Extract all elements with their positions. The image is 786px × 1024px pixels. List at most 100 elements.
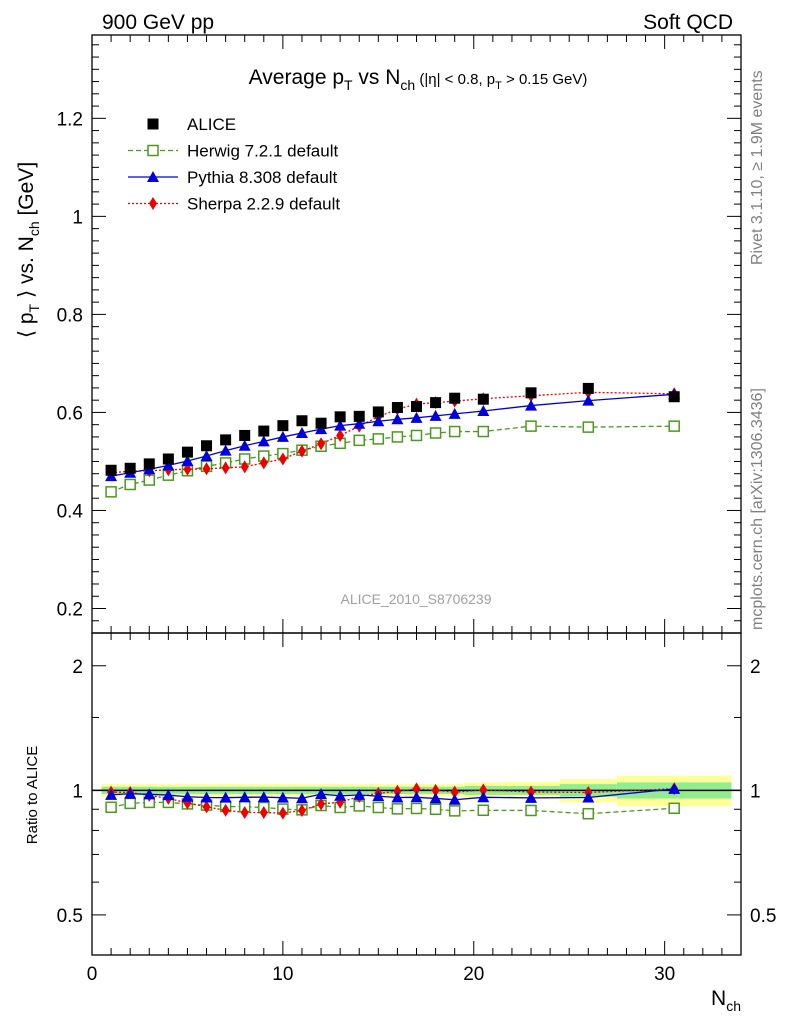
point-herwig-7-2-1-default — [448, 425, 461, 438]
ratio-point-sherpa-2-2-9-default — [317, 797, 326, 811]
rivet-label: Rivet 3.1.10, ≥ 1.9M events — [749, 70, 766, 265]
point-alice — [277, 420, 289, 432]
point-herwig-7-2-1-default — [410, 429, 423, 442]
analysis-watermark: ALICE_2010_S8706239 — [340, 591, 491, 607]
ratio-point-herwig-7-2-1-default — [582, 807, 595, 820]
ratio-point-pythia-8-308-default — [143, 788, 156, 800]
ratio-point-herwig-7-2-1-default — [429, 803, 442, 816]
point-herwig-7-2-1-default — [582, 421, 595, 433]
point-herwig-7-2-1-default — [124, 478, 136, 491]
point-sherpa-2-2-9-default — [317, 437, 326, 451]
point-pythia-8-308-default — [181, 454, 194, 466]
y-tick-label: 0.6 — [57, 403, 83, 424]
ratio-point-pythia-8-308-default — [525, 791, 538, 803]
ratio-point-pythia-8-308-default — [315, 788, 328, 800]
ratio-point-herwig-7-2-1-default — [668, 802, 680, 815]
point-pythia-8-308-default — [477, 404, 490, 416]
point-pythia-8-308-default — [391, 413, 404, 425]
legend-marker-alice — [147, 118, 159, 130]
point-sherpa-2-2-9-default — [221, 461, 230, 475]
point-alice — [105, 464, 117, 476]
x-tick-label: 10 — [272, 964, 293, 985]
point-herwig-7-2-1-default — [105, 486, 117, 498]
ratio-point-pythia-8-308-default — [410, 791, 423, 803]
ratio-y-tick-label: 0.5 — [57, 906, 83, 927]
point-herwig-7-2-1-default — [429, 427, 442, 439]
ratio-point-sherpa-2-2-9-default — [202, 800, 211, 814]
ratio-point-sherpa-2-2-9-default — [412, 782, 421, 796]
point-pythia-8-308-default — [200, 450, 213, 462]
y-tick-label: 1.2 — [57, 109, 83, 130]
header-right: Soft QCD — [643, 11, 733, 34]
point-alice — [582, 382, 594, 394]
main-panel-axes: 0.2 0.4 0.6 0.8 1 1.2 — [57, 35, 742, 634]
x-tick-label: 30 — [654, 964, 675, 985]
legend-label-alice: ALICE — [187, 115, 236, 134]
point-sherpa-2-2-9-default — [336, 428, 345, 442]
ratio-point-pythia-8-308-default — [219, 791, 232, 803]
point-alice — [430, 397, 442, 409]
point-alice — [162, 453, 174, 465]
ratio-panel-series — [105, 782, 681, 820]
point-pythia-8-308-default — [219, 444, 232, 456]
ratio-point-sherpa-2-2-9-default — [450, 785, 459, 799]
y-axis-label: ⟨ pT ⟩ vs. Nch [GeV] — [15, 162, 42, 338]
point-alice — [143, 458, 155, 470]
ratio-point-pythia-8-308-default — [372, 790, 385, 802]
point-alice — [372, 406, 384, 418]
point-pythia-8-308-default — [372, 415, 385, 427]
point-pythia-8-308-default — [238, 439, 251, 451]
legend-label-sherpa-2-2-9-default: Sherpa 2.2.9 default — [187, 195, 340, 214]
ratio-point-sherpa-2-2-9-default — [278, 806, 287, 820]
point-alice — [220, 434, 232, 446]
point-herwig-7-2-1-default — [525, 420, 537, 432]
point-alice — [258, 425, 270, 437]
ratio-point-pythia-8-308-default — [353, 788, 366, 800]
ratio-point-pythia-8-308-default — [448, 793, 461, 805]
ratio-point-sherpa-2-2-9-default — [297, 803, 306, 817]
mcplots-label: mcplots.cern.ch [arXiv:1306.3436] — [749, 388, 766, 630]
point-alice — [296, 415, 308, 427]
y-tick-label: 1 — [72, 207, 83, 228]
point-sherpa-2-2-9-default — [202, 462, 211, 476]
ratio-point-sherpa-2-2-9-default — [221, 803, 230, 817]
y-tick-label: 0.8 — [57, 305, 83, 326]
x-axis-label: Nch — [711, 987, 741, 1014]
point-pythia-8-308-default — [448, 407, 461, 419]
ratio-point-herwig-7-2-1-default — [525, 804, 537, 817]
x-tick-label: 20 — [463, 964, 484, 985]
point-alice — [239, 429, 251, 441]
ratio-point-pythia-8-308-default — [391, 791, 404, 803]
ratio-y-axis-label: Ratio to ALICE — [24, 746, 41, 844]
ratio-point-pythia-8-308-default — [200, 791, 213, 803]
ratio-point-pythia-8-308-default — [105, 788, 118, 800]
point-sherpa-2-2-9-default — [297, 444, 306, 458]
ratio-point-pythia-8-308-default — [124, 787, 137, 799]
ratio-panel-axes: 0 10 20 30 0.5 0.5 1 1 2 2 — [57, 633, 776, 985]
chart-title: Average pT vs Nch (|η| < 0.8, pT > 0.15 … — [249, 66, 588, 93]
point-pythia-8-308-default — [353, 417, 366, 429]
ratio-point-pythia-8-308-default — [668, 782, 681, 794]
point-alice — [668, 391, 680, 403]
point-herwig-7-2-1-default — [391, 431, 404, 443]
point-alice — [525, 387, 537, 399]
ratio-point-sherpa-2-2-9-default — [431, 783, 440, 797]
legend: ALICE Herwig 7.2.1 default Pythia 8.308 de… — [128, 115, 340, 214]
ratio-y-tick-label: 1 — [72, 781, 83, 802]
ratio-point-herwig-7-2-1-default — [410, 802, 423, 815]
point-alice — [449, 392, 461, 404]
y-tick-label: 0.4 — [57, 501, 84, 522]
point-herwig-7-2-1-default — [668, 420, 680, 432]
point-pythia-8-308-default — [162, 459, 175, 471]
legend-marker-pythia-8-308-default — [147, 171, 159, 182]
ratio-point-sherpa-2-2-9-default — [479, 783, 488, 797]
legend-marker-herwig-7-2-1-default — [147, 144, 159, 157]
ratio-point-pythia-8-308-default — [257, 791, 270, 803]
point-sherpa-2-2-9-default — [183, 462, 192, 476]
ratio-point-herwig-7-2-1-default — [391, 803, 404, 815]
series-line-herwig-7-2-1-default — [110, 425, 675, 493]
point-pythia-8-308-default — [276, 430, 289, 442]
point-pythia-8-308-default — [429, 409, 442, 421]
ratio-point-herwig-7-2-1-default — [477, 804, 490, 817]
